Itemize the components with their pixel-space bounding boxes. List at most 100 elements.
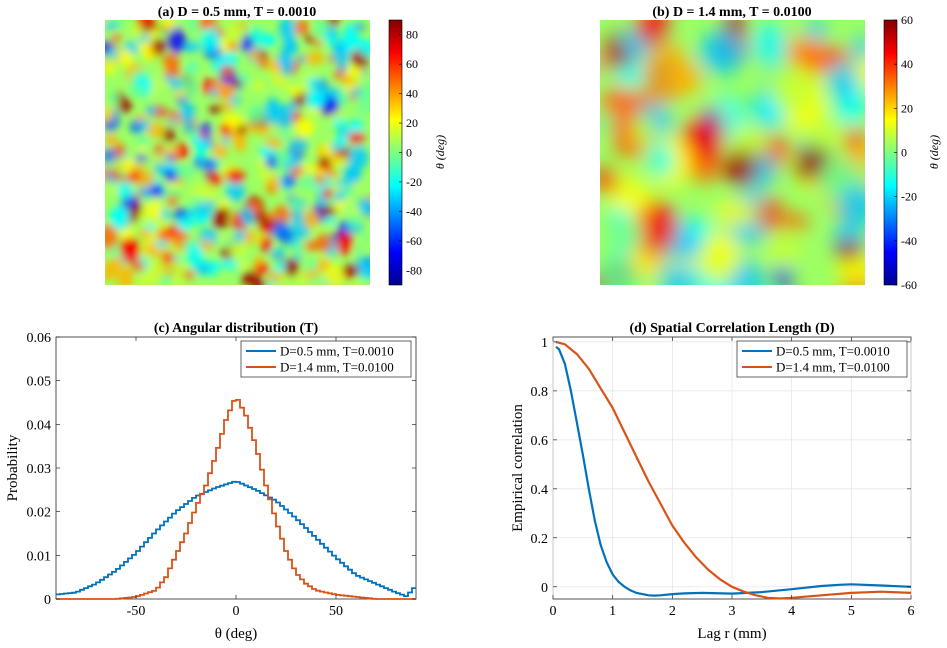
heatmap-blob	[600, 167, 619, 194]
heatmap-a-field	[105, 20, 370, 285]
histogram-series	[56, 480, 416, 597]
heatmap-blob	[332, 117, 346, 129]
heatmap-blob	[135, 135, 151, 148]
heatmap-blob	[118, 49, 134, 67]
heatmap-blob	[258, 57, 269, 69]
heatmap-blob	[159, 230, 173, 242]
heatmap-b-field	[600, 20, 865, 285]
y-tick-label: 1	[541, 336, 548, 351]
heatmap-blob	[209, 88, 219, 97]
x-tick-label: 5	[848, 604, 855, 619]
heatmap-blob	[647, 143, 674, 176]
heatmap-blob	[276, 263, 286, 270]
heatmap-blob	[254, 81, 264, 90]
heatmap-blob	[190, 195, 205, 204]
heatmap-blob	[265, 137, 283, 149]
y-tick-label: 0.05	[27, 375, 52, 390]
heatmap-blob	[279, 128, 290, 142]
heatmap-blob	[225, 168, 246, 184]
colorbar-tick-label: -40	[901, 234, 917, 248]
heatmap-blob	[247, 103, 266, 125]
heatmap-blob	[278, 77, 292, 90]
heatmap-blob	[284, 258, 300, 278]
heatmap-blob	[353, 245, 364, 254]
heatmap-blob	[166, 195, 177, 207]
panel-d-grid	[552, 337, 912, 599]
colorbar-tick-label: 20	[406, 116, 418, 130]
heatmap-blob	[105, 224, 119, 250]
heatmap-blob	[173, 256, 182, 262]
heatmap-blob	[302, 209, 320, 229]
heatmap-blob	[756, 197, 785, 233]
colorbar-tick-label: 60	[406, 57, 418, 71]
colorbar-tick-label: -60	[901, 278, 917, 292]
heatmap-blob	[699, 230, 739, 284]
heatmap-blob	[153, 239, 168, 249]
heatmap-blob	[825, 48, 851, 65]
heatmap-blob	[164, 66, 181, 78]
heatmap-blob	[330, 169, 339, 178]
heatmap-blob	[347, 213, 361, 229]
heatmap-blob	[324, 216, 337, 225]
heatmap-blob	[341, 264, 360, 278]
heatmap-blob	[850, 35, 865, 63]
colorbar-tick-label: -40	[406, 204, 422, 218]
heatmap-blob	[335, 134, 349, 150]
heatmap-blob	[154, 161, 167, 175]
heatmap-blob	[174, 164, 194, 181]
heatmap-blob	[145, 105, 158, 116]
colorbar-tick-label: -20	[406, 175, 422, 189]
panel-c-xlabel: θ (deg)	[215, 626, 258, 642]
heatmap-blob	[834, 239, 863, 261]
colorbar-a-label: θ (deg)	[433, 135, 447, 169]
panel-c-axes-box	[55, 336, 417, 600]
y-tick-label: 0.2	[531, 532, 549, 547]
legend-box	[240, 340, 412, 378]
heatmap-blob	[213, 143, 228, 159]
heatmap-blob	[827, 58, 858, 100]
heatmap-blob	[234, 229, 246, 242]
heatmap-blob	[209, 104, 223, 114]
heatmap-blob	[304, 270, 319, 279]
heatmap-blob	[278, 20, 296, 40]
y-tick-label: 0	[541, 581, 548, 596]
heatmap-blob	[771, 267, 795, 285]
heatmap-blob	[139, 211, 155, 224]
colorbar-tick-label: -20	[901, 190, 917, 204]
heatmap-blob	[779, 153, 801, 167]
panel-d-line-chart: (d) Spatial Correlation Length (D) 0 1 2 3 4…	[510, 321, 915, 642]
heatmap-blob	[148, 184, 165, 198]
heatmap-blob	[324, 264, 344, 285]
heatmap-blob	[322, 187, 333, 200]
legend-label: D=1.4 mm, T=0.0100	[776, 360, 890, 375]
x-tick-label: 50	[329, 604, 343, 619]
heatmap-blob	[723, 148, 758, 188]
heatmap-blob	[238, 263, 248, 269]
heatmap-blob	[358, 39, 370, 58]
heatmap-blob	[347, 118, 364, 137]
heatmap-blob	[183, 41, 200, 53]
heatmap-blob	[837, 184, 865, 227]
heatmap-blob	[303, 240, 318, 252]
heatmap-blob	[260, 125, 271, 136]
legend-box	[736, 340, 908, 378]
heatmap-blob	[257, 158, 267, 165]
heatmap-blob	[317, 169, 327, 178]
heatmap-blob	[115, 20, 125, 29]
heatmap-blob	[108, 91, 120, 105]
heatmap-blob	[228, 41, 238, 53]
y-tick-label: 0	[44, 593, 51, 608]
heatmap-blob	[189, 186, 205, 197]
heatmap-blob	[699, 29, 746, 75]
heatmap-blob	[290, 85, 302, 97]
heatmap-blob	[138, 120, 150, 131]
heatmap-blob	[132, 203, 144, 213]
heatmap-blob	[182, 270, 195, 280]
colorbar-tick-label: 40	[901, 57, 913, 71]
heatmap-blob	[316, 144, 335, 159]
heatmap-blob	[175, 90, 186, 99]
heatmap-blob	[679, 116, 725, 163]
panel-b-title: (b) D = 1.4 mm, T = 0.0100	[652, 5, 811, 20]
heatmap-blob	[325, 20, 341, 26]
heatmap-blob	[363, 269, 370, 279]
